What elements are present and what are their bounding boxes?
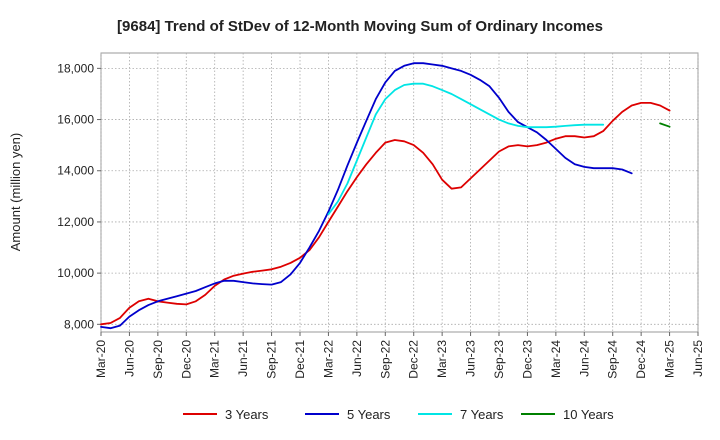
x-tick-label: Mar-25 <box>663 340 677 378</box>
x-tick-label: Sep-23 <box>492 340 506 379</box>
x-tick-label: Dec-24 <box>634 340 648 379</box>
x-tick-label: Mar-23 <box>435 340 449 378</box>
y-tick-label: 8,000 <box>64 317 94 331</box>
x-tick-label: Sep-24 <box>606 340 620 379</box>
y-tick-label: 16,000 <box>57 113 94 127</box>
series-line-7-years <box>327 82 605 216</box>
legend: 3 Years 5 Years 7 Years 10 Years <box>183 407 614 422</box>
x-tick-label: Jun-20 <box>122 340 136 377</box>
x-tick-label: Dec-20 <box>179 340 193 379</box>
x-tick-label: Sep-20 <box>151 340 165 379</box>
y-tick-label: 12,000 <box>57 215 94 229</box>
x-tick-label: Mar-20 <box>94 340 108 378</box>
x-tick-label: Mar-24 <box>549 340 563 378</box>
x-tick-label: Jun-25 <box>691 340 705 377</box>
y-tick-label: 18,000 <box>57 61 94 75</box>
x-tick-label: Jun-23 <box>464 340 478 377</box>
series-line-3-years <box>100 102 671 326</box>
series-line-10-years <box>659 122 671 128</box>
x-tick-label: Mar-22 <box>321 340 335 378</box>
vertical-gridlines <box>100 53 699 332</box>
x-tick-label: Jun-21 <box>236 340 250 377</box>
legend-label-5-years: 5 Years <box>347 407 391 422</box>
x-tick-label: Mar-21 <box>208 340 222 378</box>
x-tick-label: Jun-24 <box>577 340 591 377</box>
y-axis-label: Amount (million yen) <box>8 133 23 252</box>
x-axis-ticks: Mar-20 Jun-20 Sep-20 Dec-20 Mar-21 Jun-21 Sep-… <box>94 332 705 379</box>
plot-area <box>100 52 699 333</box>
series-line-5-years <box>100 62 633 330</box>
legend-label-10-years: 10 Years <box>563 407 614 422</box>
y-tick-label: 14,000 <box>57 164 94 178</box>
legend-label-3-years: 3 Years <box>225 407 269 422</box>
chart-title: [9684] Trend of StDev of 12-Month Moving… <box>117 18 603 35</box>
legend-label-7-years: 7 Years <box>460 407 504 422</box>
x-tick-label: Dec-21 <box>293 340 307 379</box>
x-tick-label: Sep-21 <box>265 340 279 379</box>
x-tick-label: Dec-23 <box>520 340 534 379</box>
x-tick-label: Dec-22 <box>407 340 421 379</box>
series-lines <box>100 62 671 330</box>
y-tick-label: 10,000 <box>57 266 94 280</box>
x-tick-label: Jun-22 <box>350 340 364 377</box>
x-tick-label: Sep-22 <box>378 340 392 379</box>
y-axis-ticks: 8,000 10,000 12,000 14,000 16,000 18,000 <box>57 61 101 331</box>
